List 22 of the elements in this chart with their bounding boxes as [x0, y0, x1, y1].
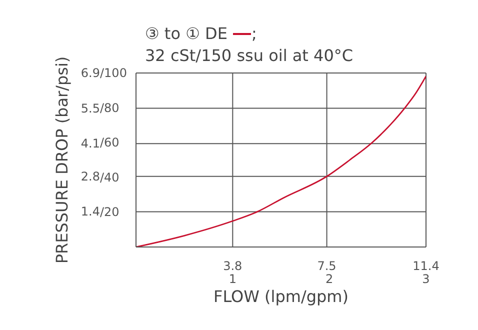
x2-tick-label: 3	[422, 272, 430, 286]
y2-tick-label: /40	[100, 170, 120, 184]
x-tick-label: 7.5	[317, 259, 336, 273]
text: ;	[251, 23, 257, 45]
y-tick-label: 2.8	[80, 169, 100, 184]
y2-tick-label: /80	[100, 100, 120, 115]
x2-tick-label: 1	[228, 272, 236, 286]
y2-tick-label: /100	[100, 66, 127, 80]
chart-title: ③ to ① DE	[145, 23, 228, 45]
y-tick-label: 1.4	[80, 204, 100, 219]
y2-tick-label: /60	[100, 136, 120, 150]
y-tick-label: 6.9	[80, 66, 100, 80]
y-tick-label: 5.5	[80, 101, 100, 116]
x2-tick-label: 2	[326, 272, 334, 286]
chart-subtitle: 32 cSt/150 ssu oil at 40°C	[145, 45, 354, 67]
y-tick-label: 4.1	[80, 136, 100, 151]
x-tick-label: 11.4	[412, 259, 440, 273]
y2-tick-label: /20	[100, 205, 120, 220]
x-axis-title: FLOW (lpm/gpm)	[213, 287, 349, 306]
y-axis-title: PRESSURE DROP (bar/psi)	[52, 56, 72, 264]
x-tick-label: 3.8	[223, 259, 242, 273]
line-series	[136, 76, 426, 247]
